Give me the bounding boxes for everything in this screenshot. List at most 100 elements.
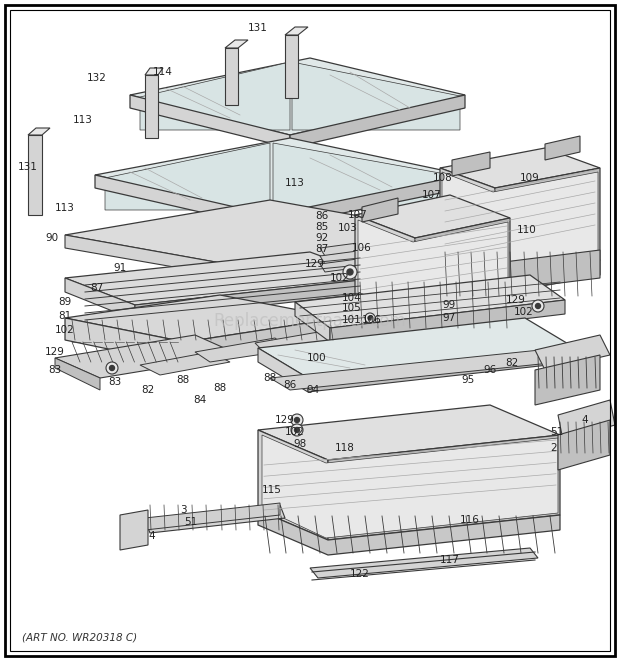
- Text: 115: 115: [262, 485, 282, 495]
- Polygon shape: [140, 62, 290, 130]
- Text: 92: 92: [316, 233, 329, 243]
- Polygon shape: [355, 295, 510, 332]
- Polygon shape: [545, 136, 580, 160]
- Text: 82: 82: [141, 385, 154, 395]
- Polygon shape: [535, 355, 600, 405]
- Text: 90: 90: [45, 233, 58, 243]
- Text: 103: 103: [338, 223, 358, 233]
- Polygon shape: [258, 510, 560, 555]
- Text: 99: 99: [443, 300, 456, 310]
- Polygon shape: [95, 175, 270, 228]
- Polygon shape: [258, 318, 575, 378]
- Circle shape: [343, 265, 357, 279]
- Text: 109: 109: [520, 173, 540, 183]
- Polygon shape: [262, 435, 558, 538]
- Polygon shape: [130, 95, 290, 148]
- Polygon shape: [185, 318, 340, 365]
- Circle shape: [536, 303, 541, 309]
- Polygon shape: [65, 235, 260, 282]
- Polygon shape: [55, 335, 240, 378]
- Polygon shape: [452, 152, 490, 176]
- Polygon shape: [328, 435, 560, 540]
- Circle shape: [294, 428, 299, 432]
- Polygon shape: [330, 300, 565, 342]
- Text: 88: 88: [176, 375, 190, 385]
- Text: 113: 113: [55, 203, 75, 213]
- Text: 118: 118: [335, 443, 355, 453]
- Text: 114: 114: [153, 67, 173, 77]
- Polygon shape: [285, 27, 308, 35]
- Polygon shape: [290, 95, 465, 148]
- Polygon shape: [65, 295, 340, 342]
- Text: 122: 122: [350, 569, 370, 579]
- Polygon shape: [355, 195, 510, 238]
- Polygon shape: [362, 198, 398, 222]
- Text: 101: 101: [342, 315, 362, 325]
- Text: 89: 89: [58, 297, 72, 307]
- Polygon shape: [130, 58, 465, 135]
- Polygon shape: [55, 358, 100, 390]
- Polygon shape: [225, 48, 238, 105]
- Text: 88: 88: [264, 373, 277, 383]
- Text: 51: 51: [184, 517, 198, 527]
- Text: 87: 87: [316, 244, 329, 254]
- Polygon shape: [120, 510, 148, 550]
- Text: Replacementparts.com: Replacementparts.com: [214, 311, 406, 329]
- Circle shape: [291, 414, 303, 426]
- Polygon shape: [440, 168, 495, 280]
- Circle shape: [106, 362, 118, 374]
- Polygon shape: [145, 505, 285, 533]
- Text: 4: 4: [149, 531, 156, 541]
- Text: 105: 105: [342, 303, 362, 313]
- Polygon shape: [310, 548, 538, 578]
- Text: 88: 88: [213, 383, 227, 393]
- Polygon shape: [320, 232, 445, 256]
- Polygon shape: [285, 35, 298, 98]
- Polygon shape: [295, 275, 565, 328]
- Polygon shape: [65, 278, 135, 320]
- Text: 82: 82: [505, 358, 518, 368]
- Circle shape: [110, 366, 115, 371]
- Text: 131: 131: [248, 23, 268, 33]
- Circle shape: [532, 300, 544, 312]
- Text: 102: 102: [55, 325, 75, 335]
- Text: 104: 104: [342, 293, 362, 303]
- Text: 132: 132: [87, 73, 107, 83]
- Polygon shape: [273, 143, 462, 210]
- Text: 106: 106: [352, 243, 372, 253]
- Text: 83: 83: [108, 377, 122, 387]
- Text: 96: 96: [484, 365, 497, 375]
- Circle shape: [365, 313, 375, 323]
- Text: 51: 51: [551, 427, 564, 437]
- Polygon shape: [495, 168, 600, 280]
- Text: 3: 3: [180, 505, 187, 515]
- Polygon shape: [440, 250, 600, 298]
- Polygon shape: [355, 215, 415, 318]
- Text: 113: 113: [73, 115, 93, 125]
- Text: 102: 102: [330, 273, 350, 283]
- Polygon shape: [415, 218, 510, 318]
- Text: 110: 110: [517, 225, 537, 235]
- Circle shape: [294, 418, 299, 422]
- Polygon shape: [320, 248, 445, 272]
- Polygon shape: [95, 138, 465, 215]
- Text: 107: 107: [422, 190, 442, 200]
- Polygon shape: [195, 338, 290, 362]
- Polygon shape: [65, 318, 185, 365]
- Text: 87: 87: [91, 283, 104, 293]
- Polygon shape: [145, 68, 163, 75]
- Text: 86: 86: [316, 211, 329, 221]
- Text: 108: 108: [433, 173, 453, 183]
- Text: 117: 117: [440, 555, 460, 565]
- Polygon shape: [135, 278, 380, 320]
- Polygon shape: [258, 430, 328, 540]
- Polygon shape: [65, 252, 380, 305]
- Polygon shape: [535, 335, 610, 370]
- Text: 102: 102: [285, 427, 305, 437]
- Text: 98: 98: [293, 439, 307, 449]
- Text: 81: 81: [58, 311, 72, 321]
- Polygon shape: [105, 143, 270, 210]
- Polygon shape: [145, 503, 280, 530]
- Text: 91: 91: [113, 263, 126, 273]
- Text: 97: 97: [443, 313, 456, 323]
